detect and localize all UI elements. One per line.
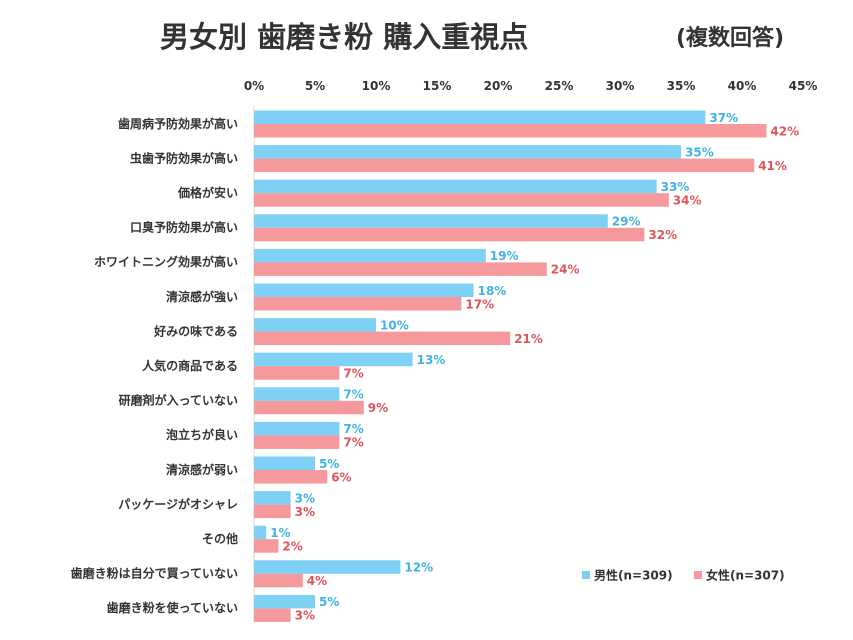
bar-female: [254, 608, 291, 622]
chart-header: 男女別 歯磨き粉 購入重視点 (複数回答): [0, 10, 853, 54]
legend-swatch-female: [694, 571, 702, 579]
data-label-male: 5%: [319, 595, 339, 609]
data-label-female: 2%: [282, 539, 302, 553]
data-label-male: 7%: [343, 422, 363, 436]
bar-male: [254, 456, 315, 470]
x-tick-label: 20%: [484, 79, 513, 93]
legend-label-female: 女性(n=307): [706, 568, 785, 583]
bar-male: [254, 491, 291, 505]
bar-female: [254, 573, 303, 588]
category-label: 清涼感が弱い: [166, 462, 238, 477]
bar-female: [254, 539, 279, 553]
bar-male: [254, 387, 340, 401]
data-label-female: 17%: [465, 297, 494, 311]
category-label: その他: [202, 531, 238, 546]
category-label: 歯磨き粉は自分で買っていない: [71, 566, 238, 581]
data-label-female: 42%: [770, 124, 799, 138]
bar-female: [254, 262, 547, 276]
data-label-female: 24%: [551, 263, 580, 277]
x-tick-label: 30%: [606, 79, 635, 93]
x-tick-label: 5%: [305, 79, 325, 93]
chart-title: 男女別 歯磨き粉 購入重視点: [160, 20, 529, 54]
data-label-female: 4%: [307, 574, 327, 588]
data-label-male: 33%: [661, 180, 690, 194]
data-label-female: 9%: [368, 401, 388, 415]
data-label-male: 37%: [709, 111, 738, 125]
bar-male: [254, 214, 608, 228]
legend-swatch-male: [582, 571, 590, 579]
category-label: ホワイトニング効果が高い: [94, 254, 238, 269]
category-label: 研磨剤が入っていない: [119, 393, 238, 408]
bar-male: [254, 110, 706, 124]
bar-male: [254, 179, 657, 194]
x-tick-label: 25%: [545, 79, 574, 93]
bar-male: [254, 283, 474, 297]
bar-male: [254, 421, 340, 436]
category-label: 歯磨き粉を使っていない: [107, 600, 238, 615]
category-label: 好みの味である: [153, 323, 238, 338]
bar-male: [254, 248, 486, 263]
bar-female: [254, 124, 767, 138]
bar-male: [254, 318, 376, 332]
x-tick-label: 10%: [362, 79, 391, 93]
data-label-male: 12%: [404, 561, 433, 575]
bar-female: [254, 366, 340, 380]
bar-female: [254, 227, 645, 242]
category-label: 価格が安い: [177, 185, 238, 200]
data-label-male: 5%: [319, 457, 339, 471]
bar-male: [254, 352, 413, 367]
x-tick-label: 15%: [423, 79, 452, 93]
category-label: 口臭予防効果が高い: [130, 220, 238, 235]
category-label: 人気の商品である: [142, 358, 238, 373]
bar-male: [254, 560, 401, 574]
data-label-male: 19%: [490, 249, 519, 263]
data-label-female: 41%: [758, 159, 787, 173]
bar-female: [254, 158, 755, 173]
bar-female: [254, 435, 340, 449]
bar-male: [254, 525, 267, 540]
data-label-male: 3%: [295, 491, 315, 505]
x-tick-label: 40%: [728, 79, 757, 93]
category-label: パッケージがオシャレ: [118, 496, 238, 511]
data-label-male: 35%: [685, 145, 714, 159]
bar-male: [254, 594, 315, 609]
bar-male: [254, 145, 681, 159]
legend-label-male: 男性(n=309): [594, 568, 673, 583]
category-label: 虫歯予防効果が高い: [130, 150, 238, 165]
data-label-female: 7%: [343, 436, 363, 450]
data-label-female: 34%: [673, 193, 702, 207]
data-label-female: 32%: [648, 228, 677, 242]
category-label: 泡立ちが良い: [166, 427, 238, 442]
chart-subtitle: (複数回答): [676, 26, 785, 51]
bar-female: [254, 504, 291, 519]
data-label-male: 1%: [270, 526, 290, 540]
x-tick-label: 45%: [789, 79, 818, 93]
data-label-male: 18%: [478, 284, 507, 298]
x-tick-label: 0%: [244, 79, 264, 93]
data-label-male: 29%: [612, 215, 641, 229]
bar-female: [254, 331, 511, 346]
bar-female: [254, 297, 462, 311]
data-label-male: 7%: [343, 388, 363, 402]
data-label-male: 13%: [417, 353, 446, 367]
category-label: 清涼感が強い: [166, 289, 238, 304]
data-label-female: 7%: [343, 366, 363, 380]
data-label-female: 6%: [331, 470, 351, 484]
bar-female: [254, 193, 669, 207]
data-label-female: 3%: [295, 505, 315, 519]
x-tick-label: 35%: [667, 79, 696, 93]
bar-female: [254, 400, 364, 415]
data-label-female: 21%: [514, 332, 543, 346]
bar-female: [254, 470, 328, 484]
data-label-male: 10%: [380, 318, 409, 332]
category-label: 歯周病予防効果が高い: [118, 116, 238, 131]
data-label-female: 3%: [295, 609, 315, 623]
